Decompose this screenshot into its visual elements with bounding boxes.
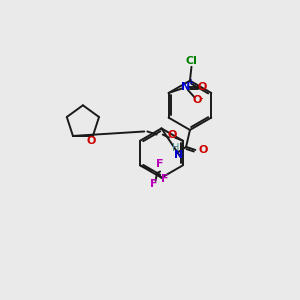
Text: F: F xyxy=(150,179,158,189)
Text: N: N xyxy=(181,82,190,92)
Text: +: + xyxy=(188,78,194,87)
Text: Cl: Cl xyxy=(185,56,197,66)
Text: O: O xyxy=(198,82,207,92)
Text: O: O xyxy=(87,136,96,146)
Text: N: N xyxy=(174,150,183,160)
Text: -: - xyxy=(200,93,203,103)
Text: F: F xyxy=(156,159,164,169)
Text: O: O xyxy=(192,95,202,105)
Text: O: O xyxy=(167,130,177,140)
Text: O: O xyxy=(198,145,208,155)
Text: H: H xyxy=(172,143,179,153)
Text: F: F xyxy=(161,174,169,184)
